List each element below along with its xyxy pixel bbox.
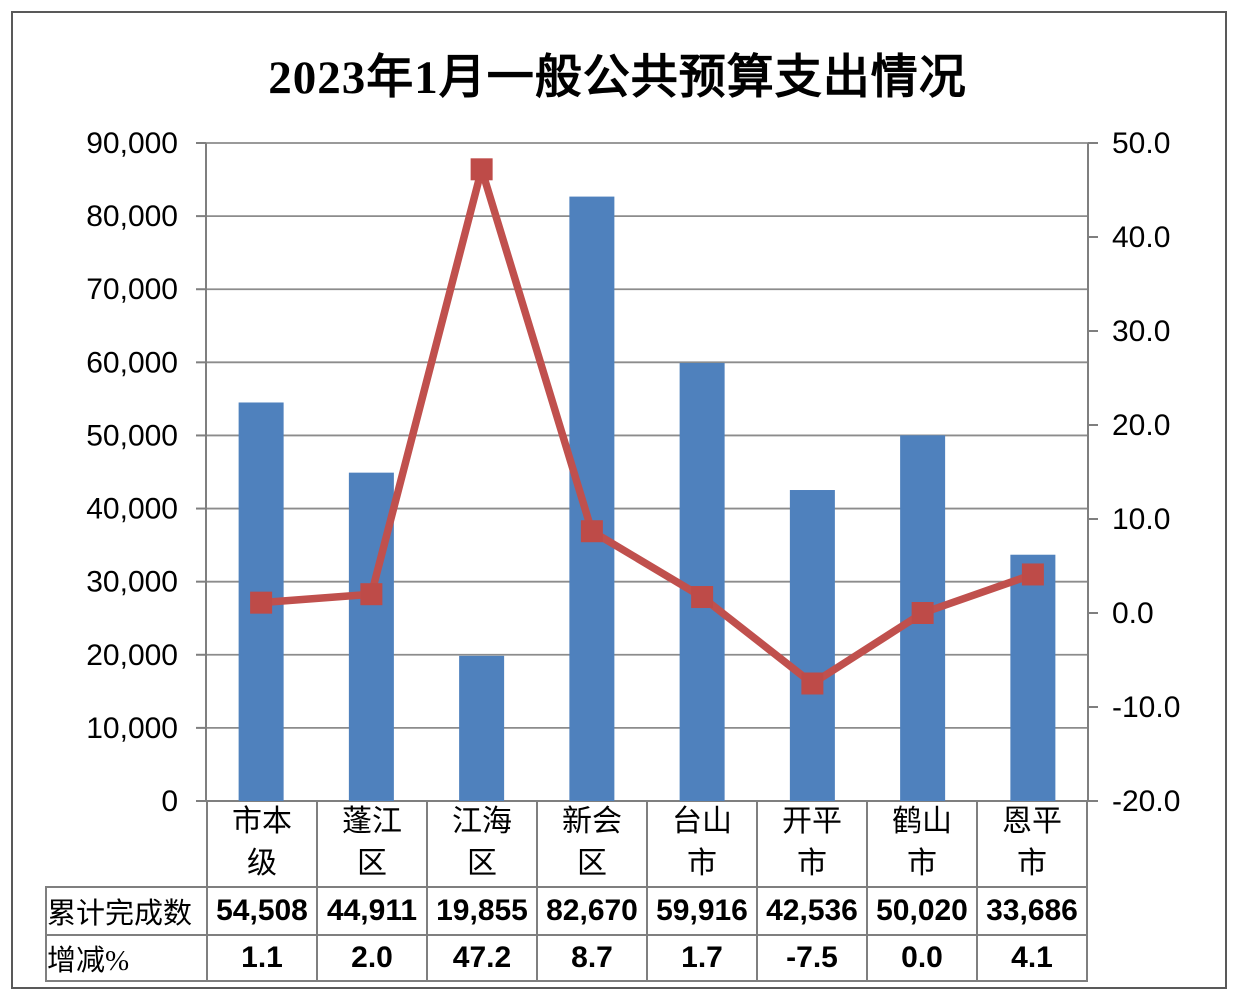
marker-鹤山市: [911, 602, 934, 624]
value-cell-1-4: 1.7: [646, 934, 758, 982]
value-cell-0-4: 59,916: [646, 886, 758, 936]
bar-恩平市: [1010, 554, 1056, 801]
category-cell-市本级: 市本 级: [206, 801, 318, 888]
marker-市本级: [250, 591, 273, 614]
bar-台山市: [679, 362, 725, 801]
left-axis-label: 30,000: [86, 566, 178, 599]
value-cell-0-0: 54,508: [206, 886, 318, 936]
value-cell-1-1: 2.0: [316, 934, 428, 982]
value-cell-1-2: 47.2: [426, 934, 538, 982]
left-axis-label: 0: [161, 785, 178, 818]
left-axis-label: 10,000: [86, 712, 178, 745]
marker-台山市: [691, 586, 714, 609]
value-cell-0-1: 44,911: [316, 886, 428, 936]
category-cell-鹤山市: 鹤山 市: [866, 801, 978, 888]
right-axis-label: -20.0: [1112, 785, 1180, 818]
value-cell-0-3: 82,670: [536, 886, 648, 936]
left-axis-label: 60,000: [86, 346, 178, 379]
category-cell-开平市: 开平 市: [756, 801, 868, 888]
table-corner-cell: [46, 801, 207, 887]
category-cell-恩平市: 恩平 市: [976, 801, 1088, 888]
right-axis-label: 10.0: [1112, 503, 1170, 536]
category-cell-蓬江区: 蓬江 区: [316, 801, 428, 888]
marker-新会区: [580, 520, 603, 543]
right-axis-label: 20.0: [1112, 409, 1170, 442]
value-cell-1-3: 8.7: [536, 934, 648, 982]
left-axis-label: 90,000: [86, 127, 178, 160]
right-axis-label: -10.0: [1112, 691, 1180, 724]
category-cell-台山市: 台山 市: [646, 801, 758, 888]
left-axis-label: 50,000: [86, 419, 178, 452]
marker-江海区: [470, 158, 493, 181]
left-axis-label: 80,000: [86, 200, 178, 233]
right-axis-label: 0.0: [1112, 597, 1154, 630]
left-axis-label: 40,000: [86, 493, 178, 526]
right-axis-label: 50.0: [1112, 127, 1170, 160]
value-cell-0-7: 33,686: [976, 886, 1088, 936]
value-cell-1-5: -7.5: [756, 934, 868, 982]
data-table: 市本 级蓬江 区江海 区新会 区台山 市开平 市鹤山 市恩平 市累计完成数 54,…: [45, 801, 1088, 982]
marker-开平市: [801, 672, 824, 695]
bar-江海区: [459, 655, 505, 801]
chart-title: 2023年1月一般公共预算支出情况: [268, 52, 967, 104]
right-axis-label: 30.0: [1112, 315, 1170, 348]
marker-蓬江区: [360, 583, 383, 606]
value-cell-1-6: 0.0: [866, 934, 978, 982]
left-axis-label: 70,000: [86, 273, 178, 306]
value-cell-0-6: 50,020: [866, 886, 978, 936]
marker-恩平市: [1021, 563, 1044, 586]
row-header-累计完成数: 累计完成数: [45, 886, 208, 936]
value-cell-0-5: 42,536: [756, 886, 868, 936]
left-axis-label: 20,000: [86, 639, 178, 672]
value-cell-1-0: 1.1: [206, 934, 318, 982]
right-axis-label: 40.0: [1112, 221, 1170, 254]
line-series: [260, 165, 1035, 688]
bar-开平市: [789, 490, 835, 801]
value-cell-0-2: 19,855: [426, 886, 538, 936]
row-header-增减%: 增减%: [45, 934, 208, 982]
category-cell-新会区: 新会 区: [536, 801, 648, 888]
category-cell-江海区: 江海 区: [426, 801, 538, 888]
bar-新会区: [569, 196, 615, 801]
value-cell-1-7: 4.1: [976, 934, 1088, 982]
